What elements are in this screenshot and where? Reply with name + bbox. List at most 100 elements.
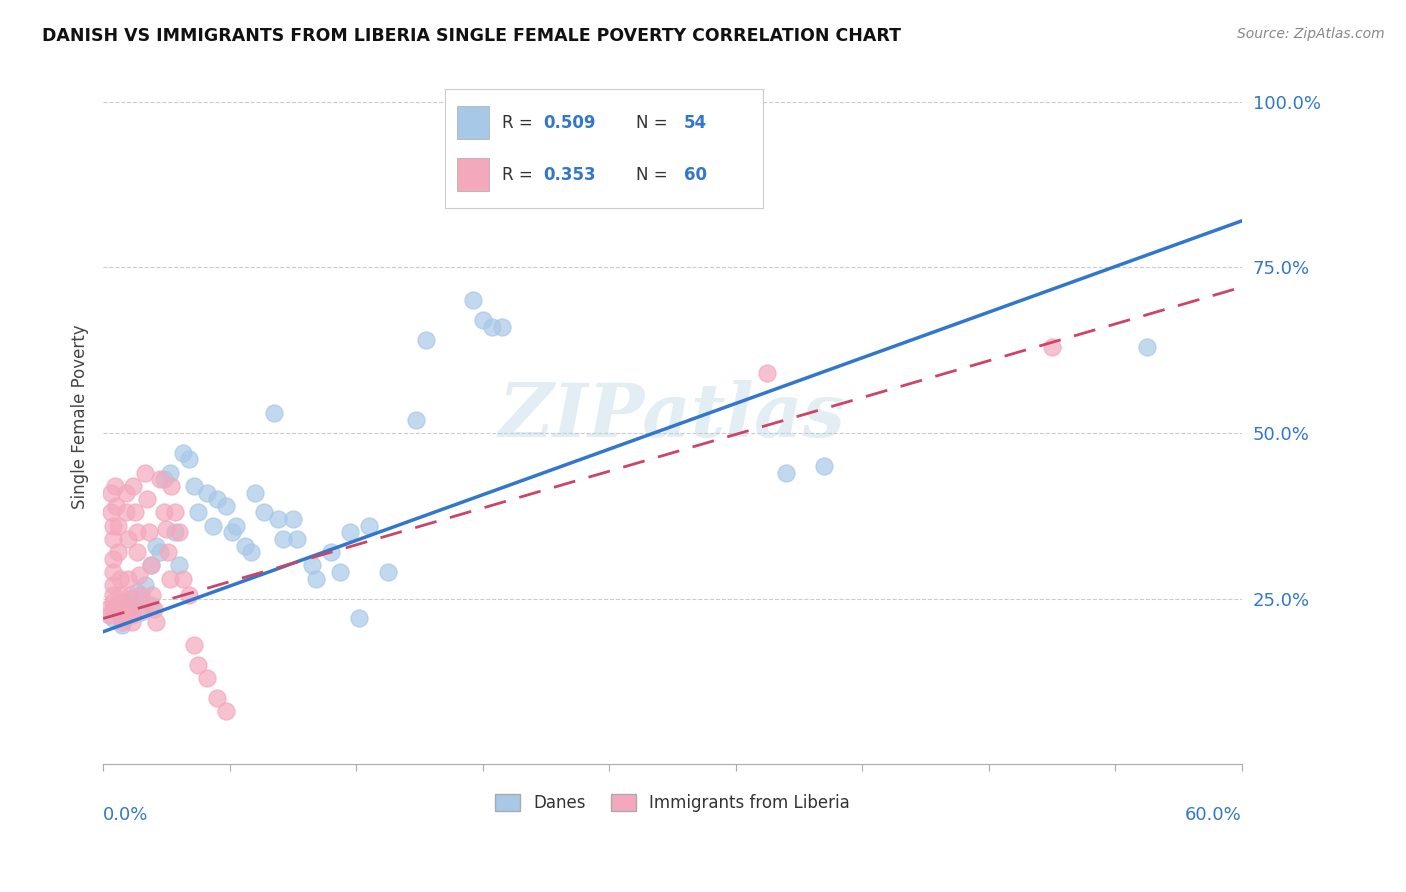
Text: ZIPatlas: ZIPatlas [499,380,846,452]
Y-axis label: Single Female Poverty: Single Female Poverty [72,324,89,508]
Point [165,506,187,520]
Point [1040,340,1063,354]
Point [281,512,304,526]
Point [205,691,228,706]
Point [215,499,238,513]
Point [121,591,143,606]
Point [339,525,361,540]
Point [103,479,125,493]
Point [107,518,129,533]
Text: Source: ZipAtlas.com: Source: ZipAtlas.com [1237,27,1385,41]
Point [129,591,152,606]
Point [101,588,124,602]
Point [134,466,156,480]
Point [127,525,149,540]
Point [115,506,138,520]
Point [153,506,176,520]
Point [100,506,122,520]
Point [149,472,172,486]
Point [177,588,200,602]
Point [101,595,124,609]
Point [115,485,138,500]
Point [153,472,176,486]
Point [172,572,194,586]
Point [117,532,139,546]
Point [139,558,162,573]
Legend: Danes, Immigrants from Liberia: Danes, Immigrants from Liberia [488,787,856,819]
Point [215,704,238,718]
Point [101,518,124,533]
Point [756,367,779,381]
Point [304,572,326,586]
Point [108,588,131,602]
Point [134,578,156,592]
Point [221,525,243,540]
Point [267,512,290,526]
Point [135,492,157,507]
Point [159,572,181,586]
Point [491,320,513,334]
Point [143,601,166,615]
Point [101,611,124,625]
Point [105,599,128,613]
Point [115,599,138,613]
Point [100,485,122,500]
Point [197,485,219,500]
Point [139,558,162,573]
Point [127,585,149,599]
Point [167,558,190,573]
Point [145,539,167,553]
Point [253,506,276,520]
Point [111,615,134,629]
Point [240,545,263,559]
Point [319,545,342,559]
Point [471,313,494,327]
Point [159,466,181,480]
Point [149,545,172,559]
Point [117,572,139,586]
Point [183,638,205,652]
Point [183,479,205,493]
Point [132,601,155,615]
Point [96,601,118,615]
Point [101,565,124,579]
Point [301,558,323,573]
Point [273,532,295,546]
Point [121,608,143,623]
Point [156,545,179,559]
Point [122,479,145,493]
Point [129,588,152,602]
Point [160,479,183,493]
Point [463,293,485,308]
Point [138,525,160,540]
Point [377,565,399,579]
Point [111,601,134,615]
Point [111,608,134,623]
Point [118,588,141,602]
Point [101,601,124,615]
Point [124,506,146,520]
Point [415,333,437,347]
Point [107,545,129,559]
Point [121,599,143,613]
Point [115,605,138,619]
Point [128,568,150,582]
Point [202,518,225,533]
Point [105,499,128,513]
Point [197,671,219,685]
Point [205,492,228,507]
Point [118,601,141,615]
Text: DANISH VS IMMIGRANTS FROM LIBERIA SINGLE FEMALE POVERTY CORRELATION CHART: DANISH VS IMMIGRANTS FROM LIBERIA SINGLE… [42,27,901,45]
Point [405,413,427,427]
Point [121,615,143,629]
Point [111,618,134,632]
Point [187,506,209,520]
Point [97,608,120,623]
Point [127,545,149,559]
Point [111,595,134,609]
Point [1136,340,1159,354]
Point [349,611,371,625]
Point [108,572,131,586]
Point [813,459,835,474]
Point [107,605,129,619]
